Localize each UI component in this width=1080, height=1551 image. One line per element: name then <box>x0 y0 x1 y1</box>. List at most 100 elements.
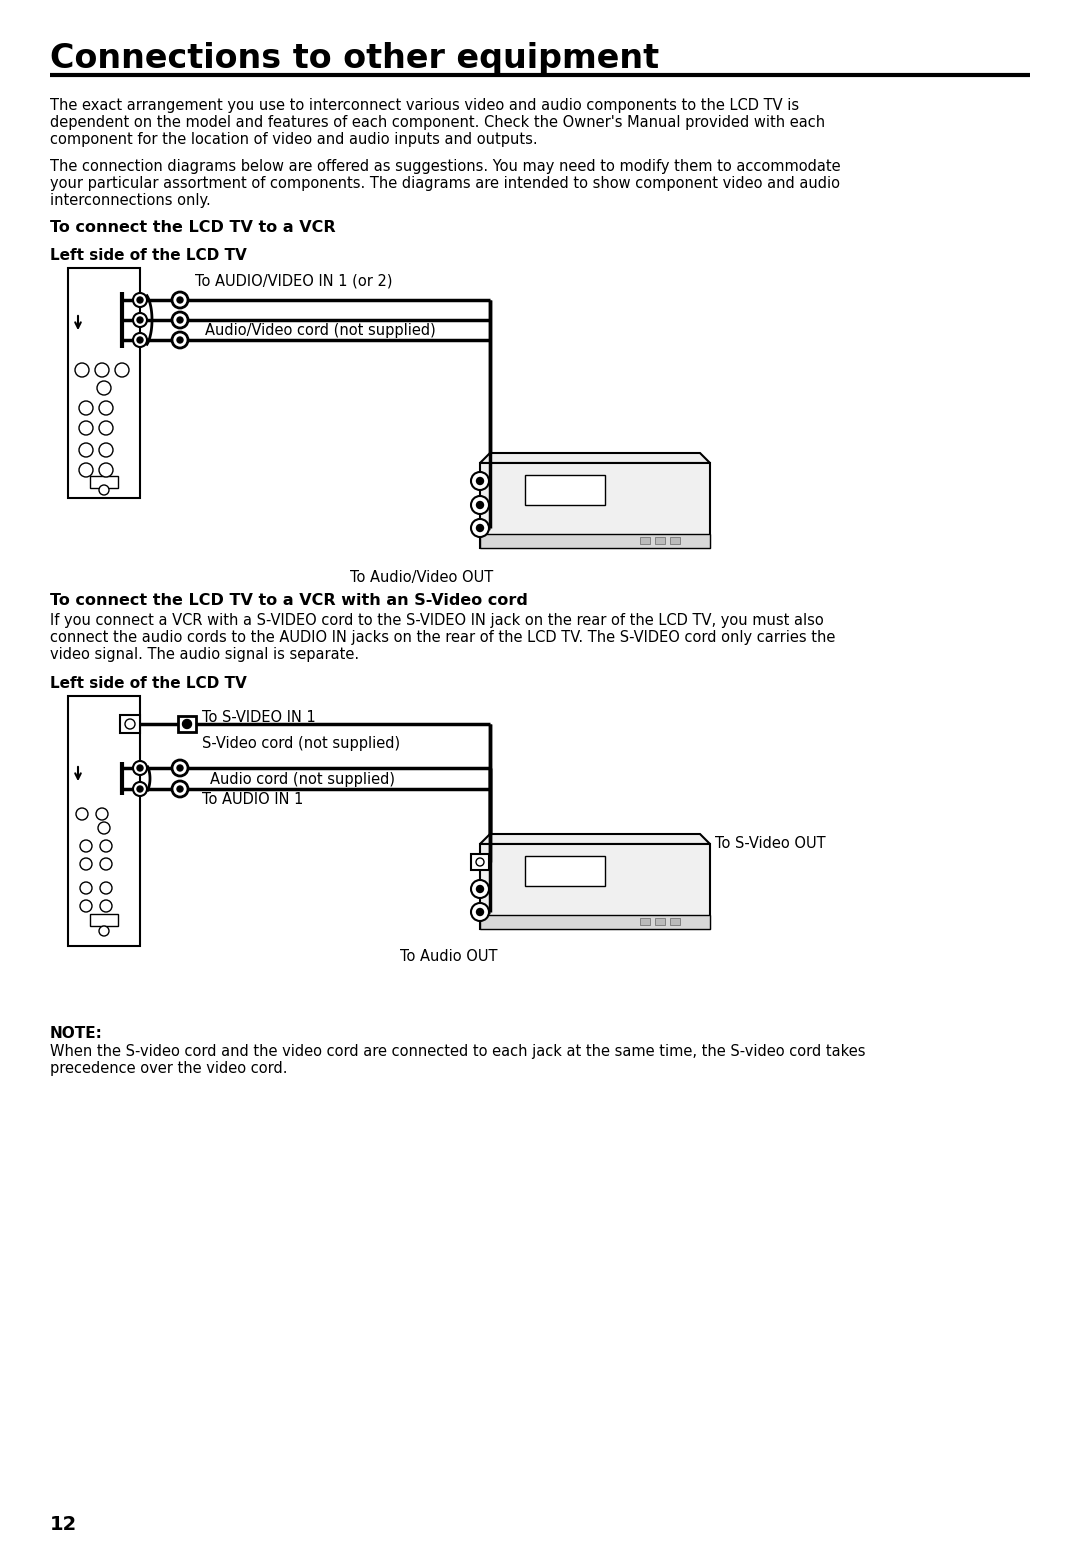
Circle shape <box>99 420 113 434</box>
Circle shape <box>476 886 484 892</box>
Text: When the S-video cord and the video cord are connected to each jack at the same : When the S-video cord and the video cord… <box>50 1044 865 1059</box>
Circle shape <box>97 382 111 396</box>
Circle shape <box>471 903 489 921</box>
Bar <box>480 464 710 548</box>
Polygon shape <box>480 453 710 464</box>
Circle shape <box>471 472 489 490</box>
Circle shape <box>79 420 93 434</box>
Text: To AUDIO/VIDEO IN 1 (or 2): To AUDIO/VIDEO IN 1 (or 2) <box>195 273 392 288</box>
Text: 12: 12 <box>50 1515 78 1534</box>
Bar <box>471 855 489 870</box>
Text: video signal. The audio signal is separate.: video signal. The audio signal is separa… <box>50 647 360 662</box>
Text: To AUDIO IN 1: To AUDIO IN 1 <box>202 793 303 807</box>
Circle shape <box>99 444 113 458</box>
Circle shape <box>471 520 489 537</box>
Text: Left side of the LCD TV: Left side of the LCD TV <box>50 248 246 264</box>
Circle shape <box>137 765 143 771</box>
Circle shape <box>100 841 112 851</box>
Text: component for the location of video and audio inputs and outputs.: component for the location of video and … <box>50 132 538 147</box>
Circle shape <box>476 501 484 509</box>
Text: Left side of the LCD TV: Left side of the LCD TV <box>50 676 246 692</box>
Circle shape <box>177 786 183 793</box>
Text: To S-VIDEO IN 1: To S-VIDEO IN 1 <box>202 710 315 724</box>
Circle shape <box>114 363 129 377</box>
Circle shape <box>133 333 147 347</box>
Bar <box>90 476 118 489</box>
Circle shape <box>125 720 135 729</box>
Circle shape <box>133 313 147 327</box>
Text: Connections to other equipment: Connections to other equipment <box>50 42 659 74</box>
Bar <box>525 475 605 506</box>
Circle shape <box>137 316 143 323</box>
Bar <box>480 915 710 929</box>
Text: Audio cord (not supplied): Audio cord (not supplied) <box>210 772 395 786</box>
Circle shape <box>75 363 89 377</box>
Circle shape <box>133 762 147 776</box>
Circle shape <box>137 786 143 793</box>
Circle shape <box>172 312 188 327</box>
Text: To S-Video OUT: To S-Video OUT <box>715 836 825 851</box>
Text: The connection diagrams below are offered as suggestions. You may need to modify: The connection diagrams below are offere… <box>50 160 840 174</box>
Circle shape <box>172 292 188 309</box>
Circle shape <box>183 720 191 729</box>
Text: If you connect a VCR with a S-VIDEO cord to the S-VIDEO IN jack on the rear of t: If you connect a VCR with a S-VIDEO cord… <box>50 613 824 628</box>
Bar <box>178 717 195 732</box>
Bar <box>640 918 650 924</box>
Bar <box>654 537 665 544</box>
Circle shape <box>80 883 92 893</box>
Circle shape <box>177 296 183 302</box>
Circle shape <box>172 760 188 776</box>
Circle shape <box>476 858 484 865</box>
Circle shape <box>80 858 92 870</box>
Circle shape <box>79 444 93 458</box>
Text: S-Video cord (not supplied): S-Video cord (not supplied) <box>202 737 400 751</box>
Circle shape <box>100 900 112 912</box>
Circle shape <box>99 485 109 495</box>
Bar <box>654 918 665 924</box>
Circle shape <box>100 883 112 893</box>
Circle shape <box>471 496 489 513</box>
Circle shape <box>177 765 183 771</box>
Circle shape <box>476 909 484 915</box>
Circle shape <box>137 296 143 302</box>
Bar <box>670 537 680 544</box>
Circle shape <box>476 524 484 532</box>
Circle shape <box>96 808 108 820</box>
Circle shape <box>172 332 188 347</box>
Circle shape <box>98 822 110 834</box>
Text: interconnections only.: interconnections only. <box>50 192 211 208</box>
Text: dependent on the model and features of each component. Check the Owner's Manual : dependent on the model and features of e… <box>50 115 825 130</box>
Text: NOTE:: NOTE: <box>50 1027 103 1041</box>
Circle shape <box>172 782 188 797</box>
Bar <box>670 918 680 924</box>
Text: Audio/Video cord (not supplied): Audio/Video cord (not supplied) <box>205 323 435 338</box>
Circle shape <box>80 900 92 912</box>
Text: your particular assortment of components. The diagrams are intended to show comp: your particular assortment of components… <box>50 175 840 191</box>
Text: To Audio/Video OUT: To Audio/Video OUT <box>350 571 494 585</box>
Circle shape <box>80 841 92 851</box>
Bar <box>120 715 140 734</box>
Text: The exact arrangement you use to interconnect various video and audio components: The exact arrangement you use to interco… <box>50 98 799 113</box>
Text: To Audio OUT: To Audio OUT <box>400 949 498 965</box>
Bar <box>640 537 650 544</box>
Circle shape <box>177 316 183 323</box>
Circle shape <box>133 782 147 796</box>
Circle shape <box>137 337 143 343</box>
Bar <box>480 844 710 929</box>
Text: To connect the LCD TV to a VCR: To connect the LCD TV to a VCR <box>50 220 336 236</box>
Circle shape <box>99 402 113 416</box>
Circle shape <box>79 402 93 416</box>
Circle shape <box>471 879 489 898</box>
Circle shape <box>95 363 109 377</box>
Bar <box>68 696 140 946</box>
Text: To connect the LCD TV to a VCR with an S-Video cord: To connect the LCD TV to a VCR with an S… <box>50 592 528 608</box>
Bar <box>68 268 140 498</box>
Circle shape <box>133 293 147 307</box>
Bar <box>480 534 710 548</box>
Circle shape <box>177 337 183 343</box>
Circle shape <box>100 858 112 870</box>
Text: precedence over the video cord.: precedence over the video cord. <box>50 1061 287 1076</box>
Circle shape <box>99 926 109 935</box>
Circle shape <box>79 464 93 478</box>
Text: connect the audio cords to the AUDIO IN jacks on the rear of the LCD TV. The S-V: connect the audio cords to the AUDIO IN … <box>50 630 835 645</box>
